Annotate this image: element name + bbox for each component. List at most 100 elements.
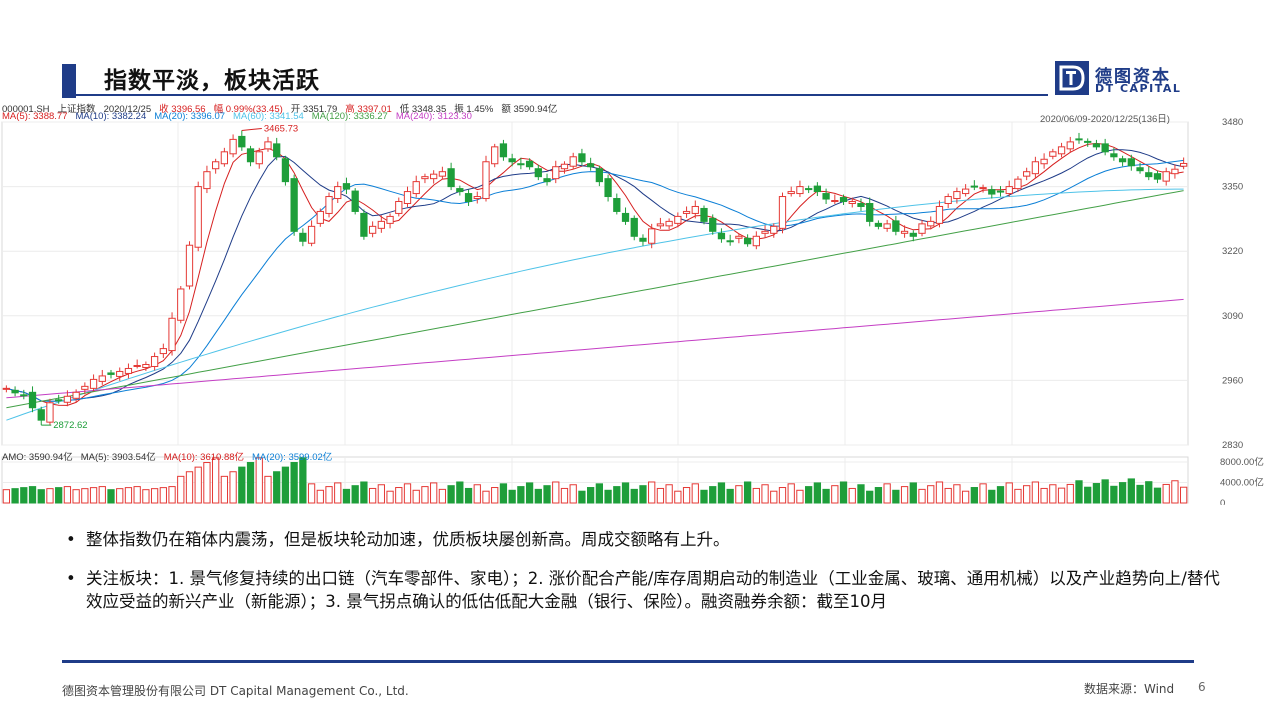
candle-body	[212, 161, 220, 170]
title-underline	[76, 94, 1048, 96]
candle-body	[1031, 161, 1040, 175]
title-accent-bar	[62, 64, 76, 98]
candle-body	[307, 225, 316, 244]
volume-bar	[517, 486, 525, 504]
candle-body	[953, 191, 961, 200]
volume-bar	[37, 489, 45, 504]
header-field: 低 3348.35	[399, 104, 447, 115]
volume-bar	[456, 481, 464, 504]
candle-body	[447, 168, 455, 188]
candle-body	[709, 217, 717, 232]
volume-bar	[674, 490, 682, 504]
candle-body	[1101, 143, 1109, 153]
candle-body	[578, 153, 586, 163]
candle-body	[395, 201, 403, 214]
volume-bar	[63, 486, 72, 504]
volume-bar	[735, 485, 743, 504]
candle-body	[508, 158, 516, 163]
candle-body	[177, 288, 185, 321]
candle-body	[107, 372, 115, 375]
candle-body	[386, 215, 394, 224]
header-field: MA(20): 3599.02亿	[252, 452, 333, 463]
volume-bar	[1084, 486, 1092, 504]
candle-body	[98, 375, 106, 382]
candle-body	[1180, 162, 1188, 167]
volume-bar	[482, 490, 490, 504]
volume-bar	[246, 462, 255, 504]
volume-bar	[508, 489, 516, 504]
volume-bar	[316, 489, 324, 504]
volume-bar	[1049, 484, 1057, 504]
volume-bar	[72, 489, 80, 504]
volume-bar	[438, 488, 447, 504]
volume-bar	[1180, 486, 1188, 504]
volume-bar	[360, 481, 368, 504]
candle-body	[970, 185, 978, 188]
volume-bar	[273, 471, 281, 504]
ma240-line	[6, 298, 1184, 399]
volume-bar	[107, 489, 115, 504]
candle-body	[185, 244, 194, 287]
volume-bar	[1118, 482, 1127, 504]
candle-body	[482, 161, 490, 200]
candle-body	[168, 317, 176, 352]
volume-bar	[578, 490, 586, 504]
commentary-list: 整体指数仍在箱体内震荡，但是板块轮动加速，优质板块屡创新高。周成交额略有上升。 …	[66, 528, 1226, 629]
volume-bar	[412, 489, 420, 504]
candle-body	[28, 391, 37, 409]
volume-bar	[900, 486, 909, 504]
candle-body	[587, 163, 595, 168]
volume-bar	[543, 485, 551, 504]
volume-bar	[944, 487, 952, 504]
candle-body	[246, 148, 255, 163]
date-range-label: 2020/06/09-2020/12/25(136日)	[1040, 114, 1170, 125]
volume-bar	[988, 489, 996, 504]
candle-body	[874, 222, 883, 227]
candle-body	[717, 232, 726, 240]
volume-bar	[534, 488, 542, 504]
high-pointer	[241, 127, 262, 131]
volume-bar	[752, 487, 760, 504]
candle-body	[281, 158, 290, 183]
volume-bar	[595, 483, 603, 504]
candle-body	[1005, 186, 1013, 195]
candle-body	[1127, 158, 1135, 167]
ma60-line	[6, 188, 1184, 421]
footer-rule	[62, 660, 1194, 663]
volume-bar	[342, 488, 351, 504]
candle-body	[1084, 140, 1092, 143]
page-number: 6	[1198, 680, 1206, 694]
candle-body	[473, 196, 481, 200]
y-tick-label: 3350	[1222, 182, 1243, 193]
volume-bar	[1145, 481, 1153, 504]
volume-bar	[996, 486, 1005, 504]
header-field: MA(5): 3903.54亿	[80, 452, 156, 463]
candle-body	[368, 225, 377, 234]
candle-body	[220, 151, 229, 165]
candle-body	[46, 402, 54, 423]
logo-chinese-name: 德图资本	[1095, 67, 1171, 87]
volume-bar	[98, 486, 106, 504]
volume-bar	[1162, 483, 1170, 504]
volume-bar	[1075, 480, 1083, 504]
volume-bar	[116, 488, 124, 504]
volume-bar	[55, 487, 63, 504]
candle-body	[1145, 172, 1153, 178]
volume-bar	[142, 489, 150, 504]
candle-body	[805, 188, 813, 191]
candle-body	[299, 232, 307, 242]
header-field: 上证指数	[57, 104, 96, 115]
dt-logo-icon	[1055, 61, 1089, 95]
volume-bar	[150, 488, 159, 504]
volume-bar	[46, 488, 54, 504]
volume-bar	[299, 457, 307, 504]
header-field: 高 3397.01	[345, 104, 392, 115]
volume-bar	[839, 481, 848, 504]
volume-bar	[587, 487, 595, 504]
header-field: 幅 0.99%(33.45)	[213, 104, 283, 115]
candle-body	[517, 163, 525, 166]
index-chart: 000001.SH 上证指数 2020/12/25 收 3396.56 幅 0.99%(…	[0, 100, 1280, 505]
candle-body	[11, 389, 19, 394]
candle-body	[499, 143, 508, 158]
volume-bar	[630, 488, 638, 504]
